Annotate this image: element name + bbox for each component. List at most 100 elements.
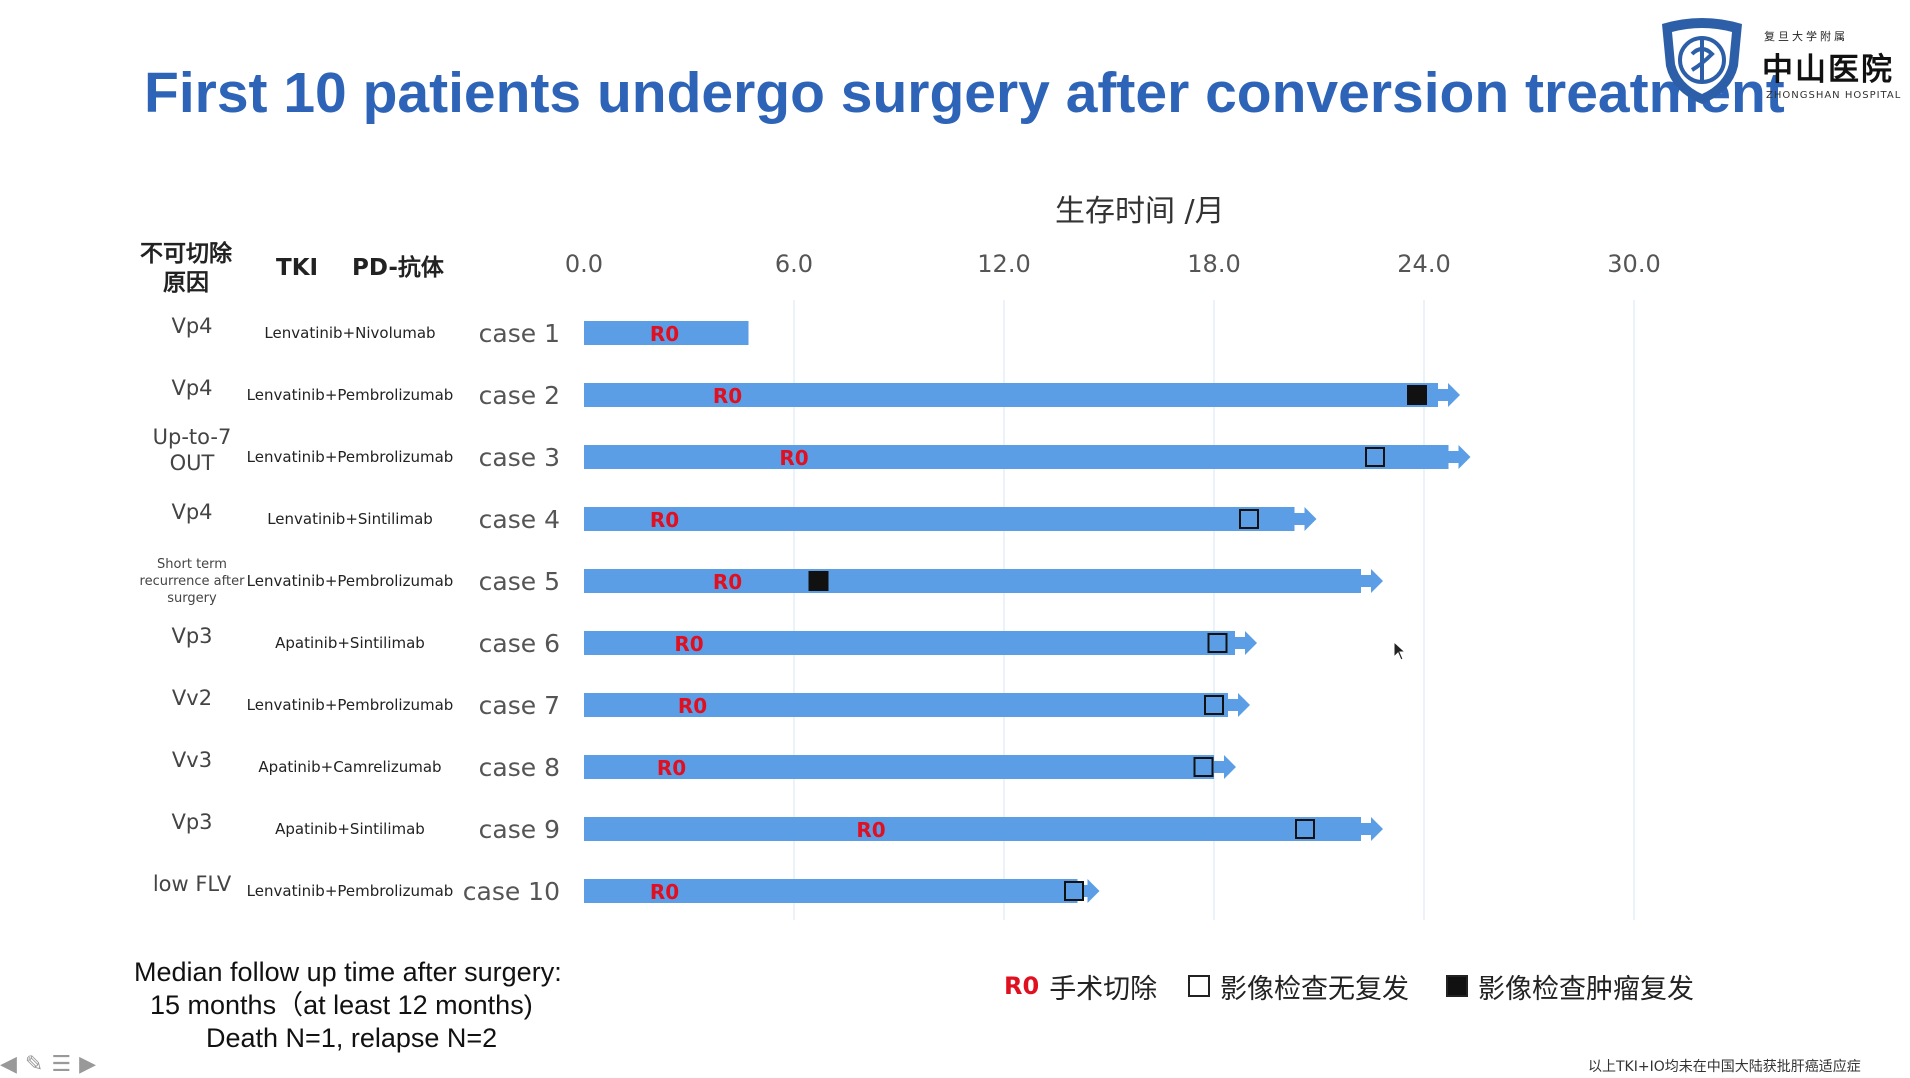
case-row: Short term recurrence after surgery Lenvati… [140,557,1383,606]
logo-hospital-name: 中山医院 [1762,52,1894,88]
case-reason: OUT [170,451,215,475]
case-bar [584,321,749,345]
case-label: case 1 [479,319,560,348]
case-regimen: Lenvatinib+Pembrolizumab [247,386,454,404]
ongoing-arrow [1361,817,1383,841]
case-reason: surgery [167,591,217,606]
logo-english-name: ZHONGSHAN HOSPITAL [1766,90,1902,101]
r0-label: R0 [779,446,808,470]
case-reason: Up-to-7 [153,425,232,449]
case-row: Vp3 Apatinib+Sintilimab case 6 R0 [171,624,1257,658]
case-label: case 9 [479,815,560,844]
recurrence-marker [1407,385,1427,405]
case-row: Vp3 Apatinib+Sintilimab case 9 R0 [171,810,1383,844]
hospital-shield-icon [1662,18,1742,104]
case-reason: Vv2 [172,686,212,710]
chart-axis-title: 生存时间 /月 [1055,194,1225,229]
legend-recurrence-text: 影像检查肿瘤复发 [1478,973,1694,1005]
case-row: low FLV Lenvatinib+Pembrolizumab case 10 R0 [153,872,1100,906]
case-label: case 6 [479,629,560,658]
legend-no-recurrence-text: 影像检查无复发 [1220,973,1409,1005]
pd-column-header: PD-抗体 [352,255,444,281]
case-regimen: Lenvatinib+Pembrolizumab [247,572,454,590]
menu-icon[interactable]: ☰ [51,1052,72,1077]
case-reason: Vp4 [171,376,212,400]
logo-university-text: 复旦大学附属 [1764,30,1848,43]
case-bar [584,879,1078,903]
case-row: Vp4 Lenvatinib+Sintilimab case 4 R0 [171,500,1317,534]
case-reason: Short term [157,557,227,572]
r0-label: R0 [674,632,703,656]
case-row: Vp4 Lenvatinib+Nivolumab case 1 R0 [171,314,749,348]
case-label: case 7 [479,691,560,720]
open-square-icon [1188,975,1210,997]
ongoing-arrow [1214,755,1236,779]
no-recurrence-marker [1193,757,1214,777]
case-bar [584,569,1361,593]
x-tick-labels: 0.0 6.0 12.0 18.0 24.0 30.0 [565,250,1661,278]
x-tick-label: 18.0 [1187,250,1240,278]
case-row: Vv3 Apatinib+Camrelizumab case 8 R0 [172,748,1236,782]
x-tick-label: 30.0 [1607,250,1660,278]
r0-label: R0 [678,694,707,718]
case-reason: recurrence after [140,574,246,589]
case-row: Vv2 Lenvatinib+Pembrolizumab case 7 R0 [172,686,1250,720]
ongoing-arrow [1438,383,1460,407]
tki-column-header: TKI [276,255,319,281]
followup-note-line3: Death N=1, relapse N=2 [206,1023,498,1053]
reason-header-line2: 原因 [163,270,209,296]
case-reason: Vp4 [171,314,212,338]
r0-label: R0 [713,384,742,408]
pen-icon[interactable]: ✎ [24,1052,44,1077]
r0-label: R0 [856,818,885,842]
followup-note-line1: Median follow up time after surgery: [134,957,562,987]
case-bar [584,631,1235,655]
case-bar [584,755,1214,779]
legend-no-recurrence: 影像检查无复发 [1188,968,1409,1005]
ongoing-arrow [1294,507,1317,531]
survival-swimmer-chart: 0.0 6.0 12.0 18.0 24.0 30.0 Vp4 Lenvatinib+Niv… [140,250,1661,920]
case-regimen: Apatinib+Sintilimab [275,820,425,838]
case-label: case 10 [463,877,560,906]
case-bar [584,445,1449,469]
slide-title: First 10 patients undergo surgery after … [144,61,1785,125]
case-row: Vp4 Lenvatinib+Pembrolizumab case 2 R0 [171,376,1460,410]
r0-label: R0 [657,756,686,780]
case-reason: Vp4 [171,500,212,524]
case-bar [584,693,1228,717]
reason-column-header: 不可切除 原因 [140,240,232,298]
previous-slide-icon[interactable]: ◀ [0,1052,17,1077]
no-recurrence-marker [1207,633,1228,653]
case-regimen: Apatinib+Camrelizumab [258,758,441,776]
ongoing-arrow [1361,569,1383,593]
r0-label: R0 [650,880,679,904]
no-recurrence-marker [1064,881,1084,901]
reason-header-line1: 不可切除 [140,241,232,267]
r0-label: R0 [650,322,679,346]
case-label: case 8 [479,753,560,782]
legend-r0-mark: R0 [1004,972,1040,1000]
footnote: 以上TKI+IO均未在中国大陆获批肝癌适应症 [1588,1059,1861,1075]
ongoing-arrow [1448,445,1471,469]
case-regimen: Lenvatinib+Sintilimab [267,510,433,528]
case-regimen: Lenvatinib+Pembrolizumab [247,882,454,900]
followup-note-line2: 15 months（at least 12 months) [150,990,533,1020]
case-label: case 3 [479,443,560,472]
case-reason: Vp3 [171,624,212,648]
hospital-logo: 复旦大学附属 中山医院 ZHONGSHAN HOSPITAL [1652,14,1904,106]
case-regimen: Lenvatinib+Pembrolizumab [247,448,454,466]
next-slide-icon[interactable]: ▶ [79,1052,97,1077]
x-tick-label: 24.0 [1397,250,1450,278]
case-bar [584,507,1295,531]
r0-label: R0 [713,570,742,594]
x-tick-label: 12.0 [977,250,1030,278]
legend-r0-text: 手术切除 [1049,973,1158,1005]
case-bar [584,817,1361,841]
case-label: case 2 [479,381,560,410]
case-regimen: Apatinib+Sintilimab [275,634,425,652]
x-tick-label: 0.0 [565,250,603,278]
legend-r0: R0 手术切除 [1004,968,1158,1005]
no-recurrence-marker [1204,695,1224,715]
r0-label: R0 [650,508,679,532]
